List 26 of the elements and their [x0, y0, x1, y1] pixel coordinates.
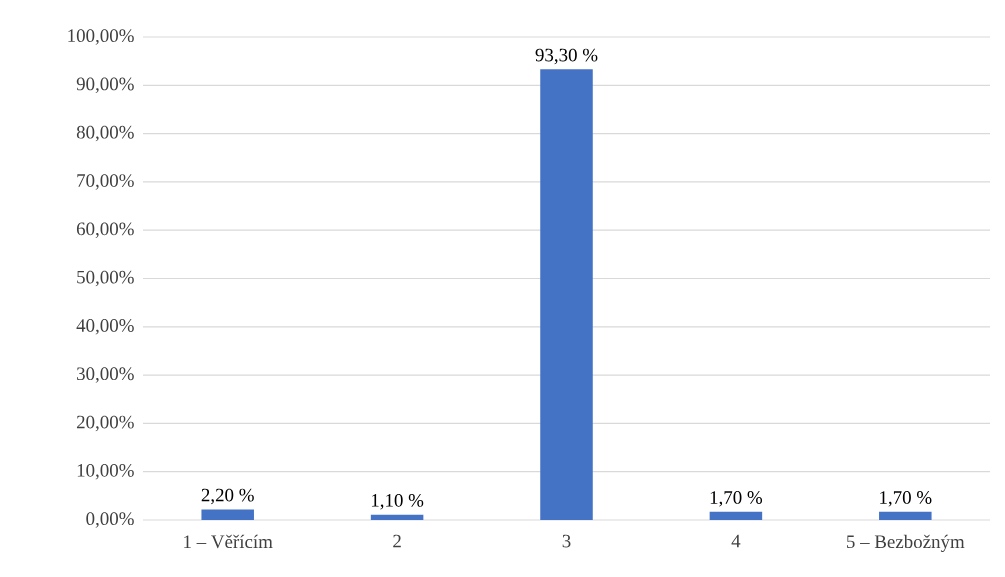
data-label: 93,30 % — [535, 48, 598, 65]
data-label: 1,10 % — [371, 494, 424, 510]
x-tick-label: 4 — [731, 534, 741, 548]
data-label: 1,70 % — [880, 491, 932, 507]
bar — [709, 511, 763, 520]
x-tick-label: 3 — [562, 534, 571, 548]
bar — [201, 509, 254, 520]
y-tick-label: 0,00% — [86, 512, 134, 528]
y-tick-label: 20,00% — [76, 415, 134, 432]
y-tick-label: 90,00% — [76, 77, 134, 94]
bar — [370, 514, 424, 520]
x-tick-label: 5 – Bezbožným — [847, 534, 965, 553]
y-tick-label: 80,00% — [76, 125, 134, 142]
data-label: 2,20 % — [201, 488, 254, 505]
bar — [879, 511, 932, 520]
data-label: 1,70 % — [710, 491, 763, 507]
y-tick-label: 50,00% — [77, 270, 134, 287]
bar — [540, 69, 593, 520]
x-tick-label: 1 – Věřícím — [184, 534, 273, 549]
y-tick-label: 30,00% — [77, 367, 134, 383]
x-tick-label: 2 — [393, 534, 401, 548]
y-tick-label: 100,00% — [68, 29, 134, 45]
y-tick-label: 60,00% — [76, 222, 134, 238]
y-tick-label: 40,00% — [76, 319, 134, 335]
y-tick-label: 70,00% — [77, 174, 134, 190]
y-tick-label: 10,00% — [77, 463, 134, 480]
